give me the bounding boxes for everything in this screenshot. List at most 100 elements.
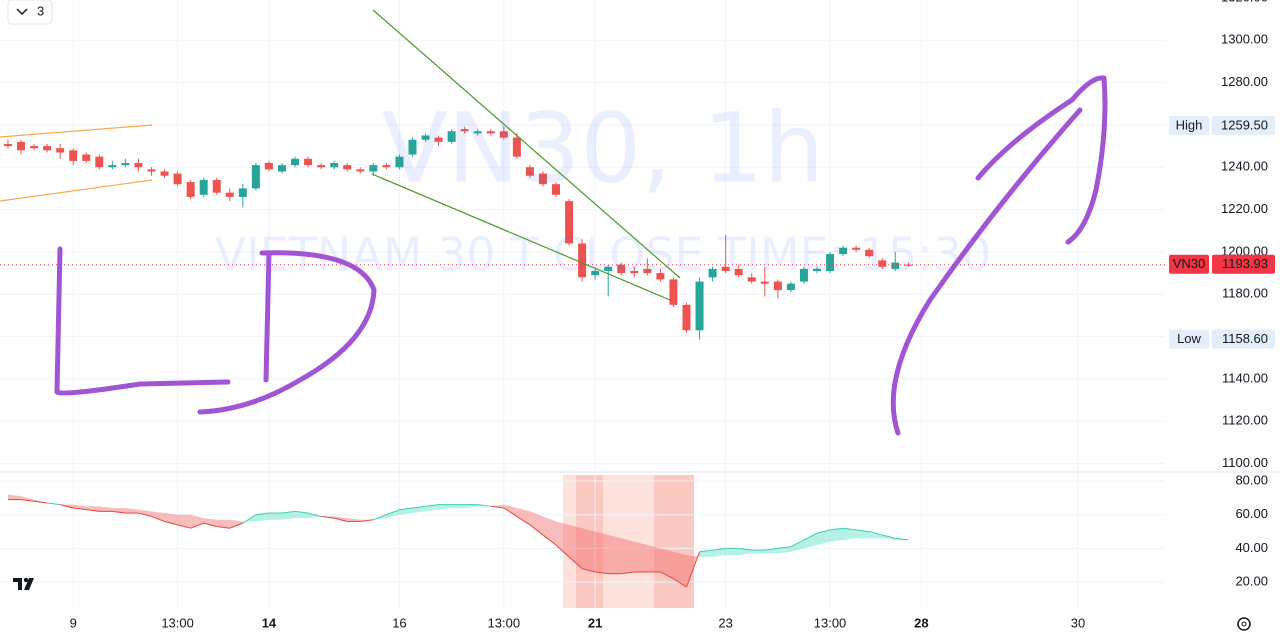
- candle-body: [317, 165, 326, 168]
- candle-body: [656, 273, 665, 280]
- x-tick-label: 28: [914, 615, 928, 630]
- interval-count: 3: [37, 3, 44, 18]
- interval-dropdown[interactable]: 3: [7, 0, 53, 25]
- logo[interactable]: [13, 577, 34, 590]
- handwriting: [54, 75, 1108, 436]
- indicator-line: [764, 547, 778, 551]
- stroke-d: [263, 250, 272, 383]
- drawings: [0, 9, 1108, 436]
- band-fill: [803, 533, 817, 549]
- marker-value-box: [1212, 254, 1275, 274]
- highlight-band: [576, 475, 603, 608]
- candle-body: [643, 268, 652, 274]
- candle-body: [786, 283, 795, 291]
- indicator-line: [869, 531, 883, 536]
- indicator-line: [595, 571, 609, 575]
- y-tick-label: 1180.00: [1222, 286, 1268, 301]
- candle-body: [395, 156, 404, 168]
- candle-body: [108, 165, 117, 168]
- candle-body: [499, 131, 508, 138]
- band-fill: [281, 511, 296, 520]
- marker-name: VN30: [1173, 256, 1206, 271]
- candle-body: [30, 146, 39, 149]
- candle-body: [878, 260, 887, 267]
- x-tick-label: 30: [1071, 615, 1085, 630]
- indicator-line: [856, 529, 870, 533]
- band-fill: [647, 545, 661, 572]
- indicator-line: [529, 524, 544, 536]
- indicator-line: [686, 551, 701, 588]
- indicator-line: [699, 549, 713, 553]
- candle-body: [264, 163, 273, 170]
- indicator-line: [555, 544, 570, 558]
- band-fill: [569, 524, 583, 569]
- indicator-line: [386, 509, 400, 516]
- indicator-line: [516, 515, 531, 526]
- candle-body: [486, 131, 495, 134]
- band-fill: [529, 511, 543, 535]
- marker-name: Low: [1177, 331, 1201, 346]
- band-fill: [725, 548, 739, 556]
- candle-body: [134, 163, 143, 168]
- candle-body: [865, 249, 874, 257]
- indicator-line: [294, 510, 309, 514]
- stroke-arrow: [890, 107, 1083, 436]
- candle-body: [512, 137, 521, 157]
- candle-body: [369, 165, 378, 172]
- candle-body: [82, 154, 91, 161]
- candle-body: [669, 279, 678, 305]
- candle-body: [591, 270, 600, 276]
- candle-body: [343, 165, 352, 170]
- settings-button[interactable]: [1237, 617, 1251, 631]
- candle-body: [682, 304, 691, 331]
- indicator-line: [255, 512, 270, 516]
- band-fill: [386, 509, 400, 519]
- band-fill: [125, 507, 139, 514]
- highlight-band: [654, 475, 694, 608]
- band-fill: [438, 504, 452, 510]
- band-fill: [673, 551, 687, 588]
- band-fill: [856, 529, 870, 539]
- indicator-line: [829, 527, 844, 531]
- band-fill: [660, 548, 674, 579]
- x-tick-label: 13:00: [488, 615, 521, 630]
- indicator-line: [425, 504, 439, 507]
- candle-body: [695, 281, 704, 331]
- band-fill: [177, 514, 191, 529]
- x-tick-label: 21: [588, 615, 602, 630]
- candle-body: [578, 243, 587, 278]
- indicator-line: [621, 571, 635, 575]
- indicator-line: [503, 507, 518, 517]
- band-fill: [190, 514, 204, 529]
- candle-body: [95, 156, 104, 168]
- x-tick-label: 16: [392, 615, 406, 630]
- indicator-line: [281, 510, 296, 514]
- trend-line: [0, 124, 153, 138]
- band-fill: [869, 531, 883, 539]
- candle-body: [826, 254, 835, 271]
- candle-body: [747, 277, 756, 282]
- dropdown-box[interactable]: [7, 0, 53, 25]
- y-tick-label: 1100.00: [1222, 455, 1268, 470]
- y-tick-label: 1280.00: [1221, 74, 1268, 89]
- candle-body: [173, 173, 182, 185]
- indicator-line: [790, 539, 805, 548]
- watermark-subtitle: VIETNAM 30 T CLOSE TIME: 15:30: [215, 228, 992, 282]
- x-tick-label: 13:00: [161, 615, 194, 630]
- indicator-line: [360, 519, 374, 522]
- indicator-line: [581, 568, 596, 573]
- candle-body: [356, 169, 365, 172]
- y-tick-label: 20.00: [1235, 574, 1268, 589]
- indicator-line: [321, 515, 335, 519]
- candle-body: [3, 143, 12, 147]
- indicator-line: [542, 534, 557, 546]
- candle-body: [538, 173, 547, 185]
- indicator-line: [307, 512, 322, 517]
- band-fill: [229, 519, 243, 529]
- candle-body: [799, 268, 808, 282]
- candle-body: [773, 281, 782, 291]
- indicator-line: [229, 522, 244, 529]
- marker-value-box: [1212, 115, 1275, 135]
- marker-value: 1158.60: [1222, 331, 1268, 346]
- candle-body: [56, 148, 65, 153]
